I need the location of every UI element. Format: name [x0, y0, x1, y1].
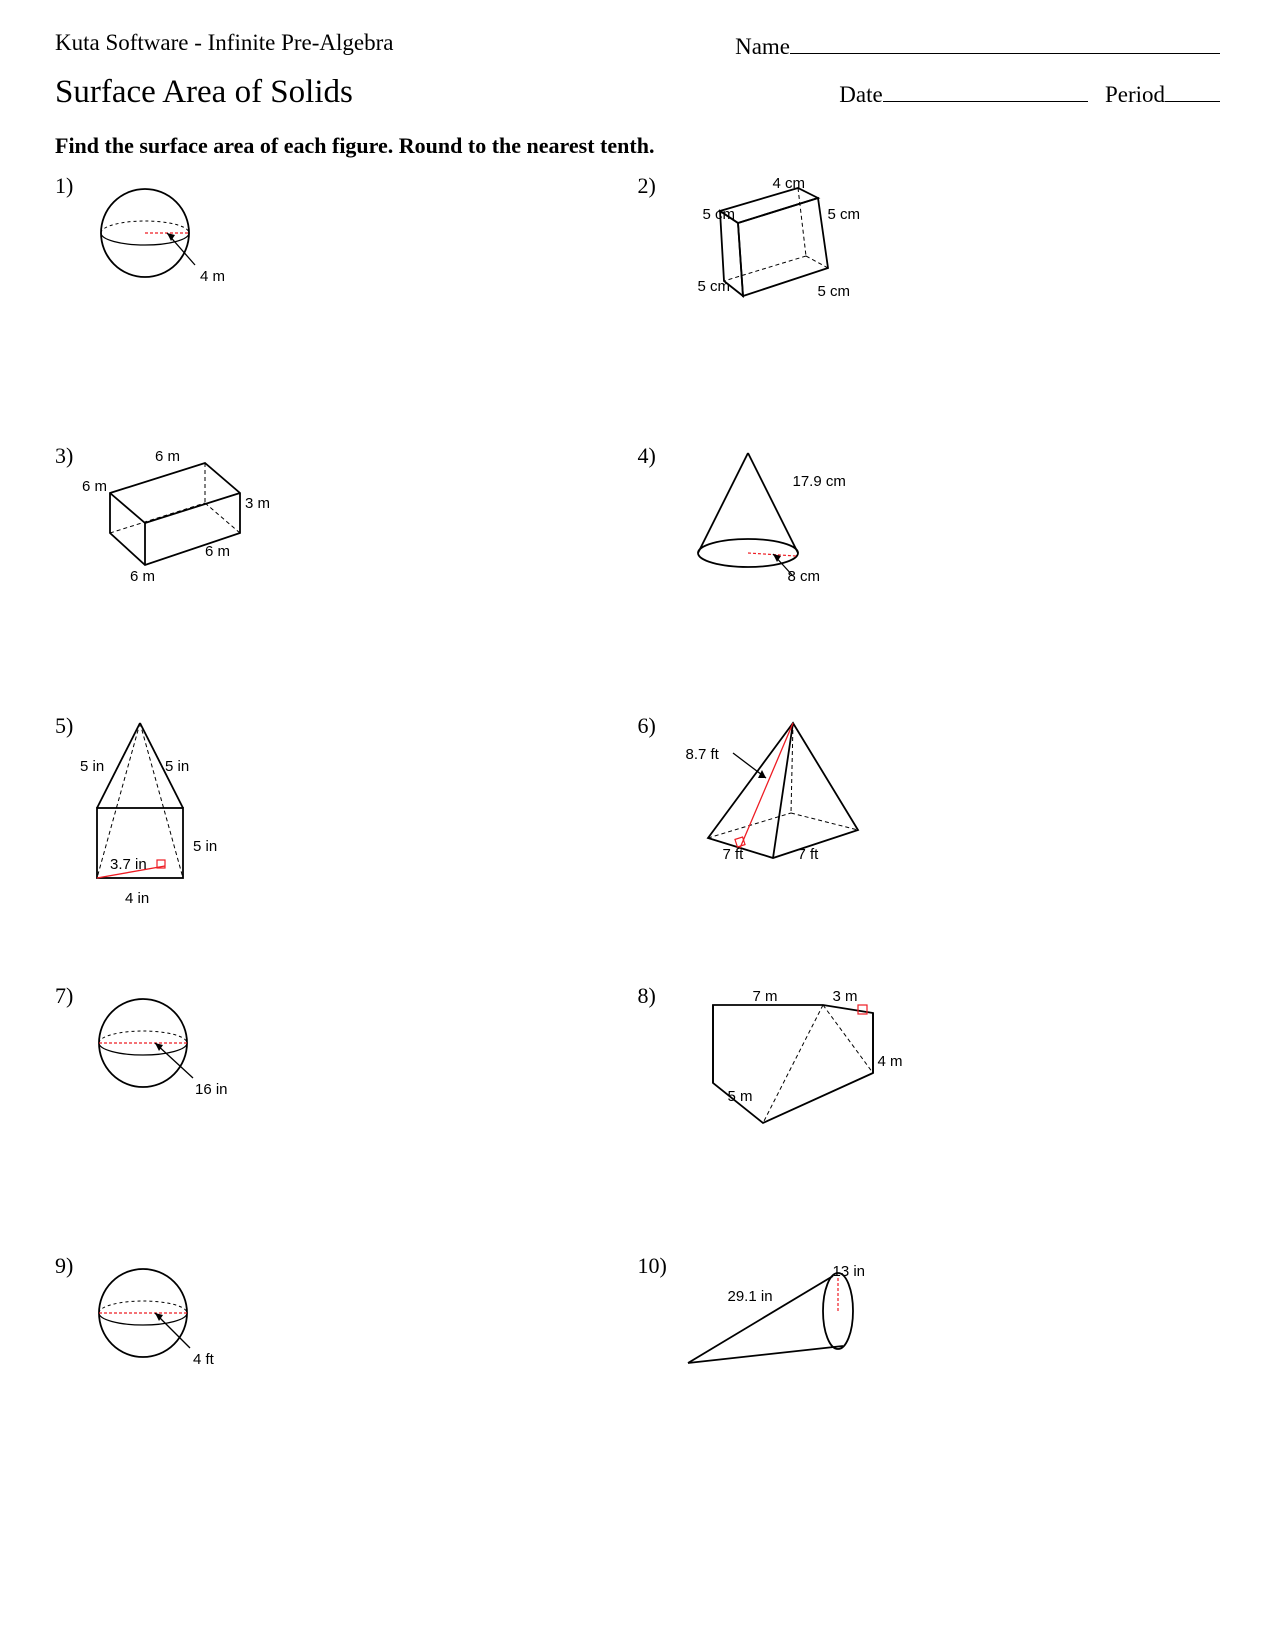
dim-label: 29.1 in — [728, 1288, 773, 1305]
dim-label: 5 in — [193, 838, 217, 855]
worksheet-title: Surface Area of Solids — [55, 74, 353, 111]
pyramid-figure — [678, 718, 898, 898]
dim-label: 7 m — [753, 988, 778, 1005]
dim-label: 5 cm — [703, 206, 736, 223]
date-blank[interactable] — [883, 78, 1088, 102]
name-label: Name — [735, 34, 790, 59]
dim-label: 3 m — [833, 988, 858, 1005]
problem-number: 10) — [638, 1253, 667, 1279]
sphere-figure — [85, 993, 285, 1143]
dim-label: 4 m — [200, 268, 225, 285]
dim-label: 7 ft — [798, 846, 819, 863]
problem-number: 4) — [638, 443, 656, 469]
dim-label: 5 in — [165, 758, 189, 775]
cone-figure — [678, 448, 898, 618]
problem-number: 8) — [638, 983, 656, 1009]
dim-label: 4 cm — [773, 175, 806, 192]
dim-label: 5 m — [728, 1088, 753, 1105]
dim-label: 7 ft — [723, 846, 744, 863]
dim-label: 5 cm — [698, 278, 731, 295]
dim-label: 3 m — [245, 495, 270, 512]
instructions: Find the surface area of each figure. Ro… — [55, 133, 1220, 159]
dim-label: 5 cm — [828, 206, 861, 223]
dim-label: 6 m — [82, 478, 107, 495]
sphere-figure — [85, 183, 285, 333]
dim-label: 4 in — [125, 890, 149, 907]
dim-label: 5 in — [80, 758, 104, 775]
source-text: Kuta Software - Infinite Pre-Algebra — [55, 30, 394, 60]
dim-label: 3.7 in — [110, 856, 147, 873]
problem-number: 5) — [55, 713, 73, 739]
dim-label: 6 m — [205, 543, 230, 560]
problem-number: 2) — [638, 173, 656, 199]
dim-label: 8 cm — [788, 568, 821, 585]
prism-figure — [85, 453, 305, 613]
date-label: Date — [839, 82, 882, 107]
dim-label: 13 in — [833, 1263, 866, 1280]
name-blank[interactable] — [790, 30, 1220, 54]
dim-label: 4 m — [878, 1053, 903, 1070]
problem-number: 1) — [55, 173, 73, 199]
dim-label: 17.9 cm — [793, 473, 846, 490]
tri-prism-figure — [678, 993, 918, 1153]
dim-label: 6 m — [155, 448, 180, 465]
name-field: Name — [735, 30, 1220, 60]
dim-label: 4 ft — [193, 1351, 214, 1368]
prism-figure — [678, 178, 898, 338]
dim-label: 6 m — [130, 568, 155, 585]
problem-number: 7) — [55, 983, 73, 1009]
problem-number: 9) — [55, 1253, 73, 1279]
dim-label: 8.7 ft — [686, 746, 719, 763]
sphere-figure — [85, 1263, 285, 1413]
pyramid-figure — [85, 718, 265, 918]
dim-label: 5 cm — [818, 283, 851, 300]
problem-number: 6) — [638, 713, 656, 739]
problems-grid: 1) 4 m 2) — [55, 173, 1220, 1523]
cone-side-figure — [678, 1268, 918, 1418]
period-label: Period — [1105, 82, 1165, 107]
period-blank[interactable] — [1165, 78, 1220, 102]
problem-number: 3) — [55, 443, 73, 469]
dim-label: 16 in — [195, 1081, 228, 1098]
